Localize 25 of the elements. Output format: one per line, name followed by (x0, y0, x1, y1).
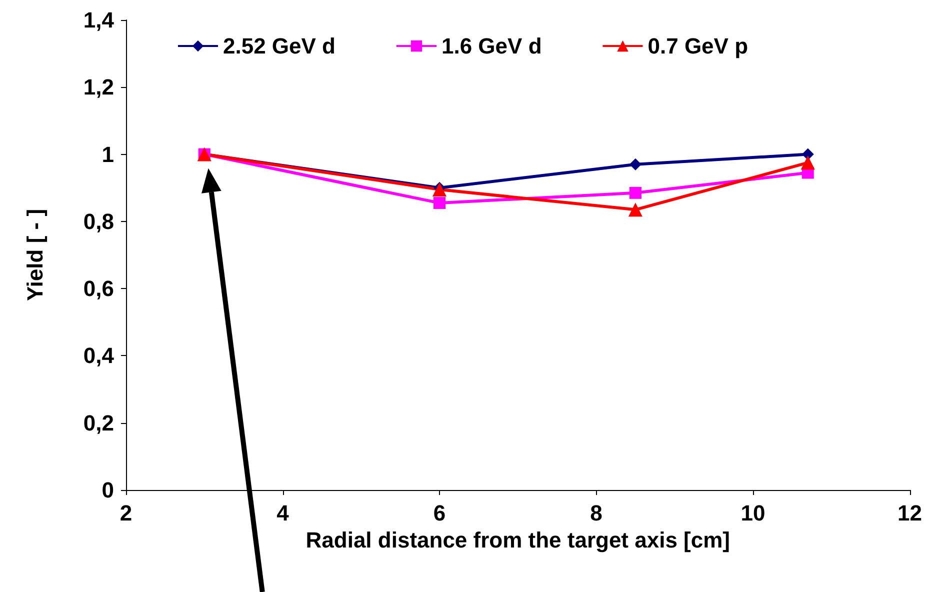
y-tick-label: 0,2 (83, 410, 114, 436)
x-tick-label: 8 (590, 500, 602, 526)
point (628, 202, 642, 217)
y-tick-label: 0 (102, 478, 114, 502)
legend-label: 2.52 GeV d (222, 34, 336, 58)
y-tick-label: 1,4 (83, 8, 115, 32)
x-tick-label: 10 (740, 500, 766, 526)
point (629, 186, 642, 199)
y-tick-label: 0,6 (83, 276, 114, 302)
x-tick-label: 6 (433, 500, 446, 526)
x-tick-label: 2 (120, 500, 132, 526)
point (432, 182, 447, 197)
y-axis-title: Yield [ - ] (22, 208, 48, 302)
y-tick-label: 0,4 (83, 343, 115, 368)
point (800, 156, 815, 170)
y-tick-label: 1 (102, 142, 114, 167)
x-tick-label: 4 (276, 500, 290, 526)
legend-label: 1.6 GeV d (441, 34, 542, 58)
legend-label: 0.7 GeV p (648, 34, 748, 58)
x-tick-label: 12 (898, 500, 922, 526)
point (629, 158, 642, 170)
point (434, 196, 446, 209)
x-axis-title: Radial distance from the target axis [cm] (306, 527, 730, 552)
y-tick-label: 0,8 (83, 208, 114, 234)
y-tick-label: 1,2 (83, 74, 114, 100)
